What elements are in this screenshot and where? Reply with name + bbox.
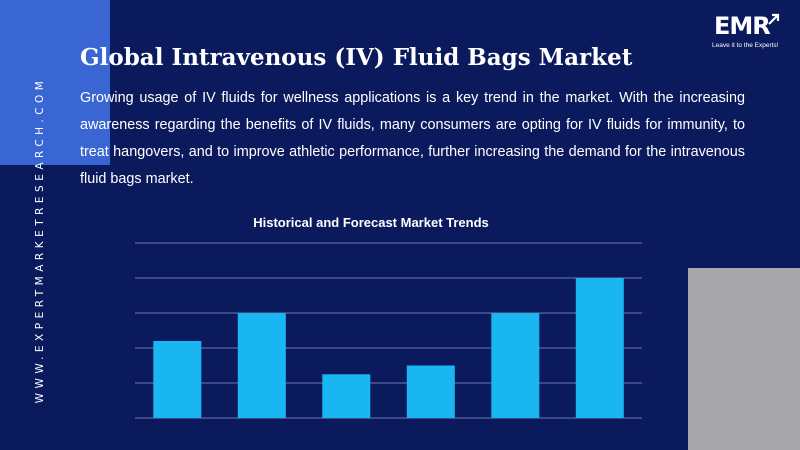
chart-title: Historical and Forecast Market Trends bbox=[253, 215, 489, 230]
emr-logo: EMR Leave it to the Experts! bbox=[712, 12, 790, 60]
chart-bar bbox=[153, 341, 202, 418]
chart-bar bbox=[491, 313, 540, 418]
chart-bar bbox=[322, 374, 371, 419]
gray-decoration-block bbox=[688, 268, 800, 450]
arrow-up-right-icon bbox=[768, 13, 780, 25]
accent-block bbox=[0, 0, 110, 165]
chart-bar bbox=[406, 365, 455, 418]
logo-text: EMR bbox=[714, 12, 771, 40]
page-title: Global Intravenous (IV) Fluid Bags Marke… bbox=[80, 44, 633, 71]
chart-bar bbox=[575, 278, 624, 418]
chart-bar bbox=[237, 313, 286, 418]
logo-tagline: Leave it to the Experts! bbox=[712, 42, 779, 49]
description-text: Growing usage of IV fluids for wellness … bbox=[80, 90, 745, 187]
